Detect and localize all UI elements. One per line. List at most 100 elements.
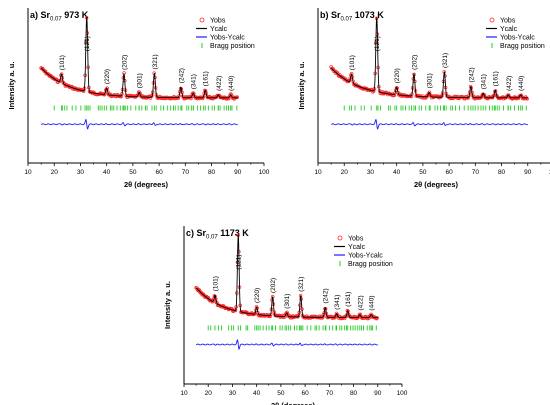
bragg-series <box>343 105 527 111</box>
y-axis-title: Intensity a. u. <box>297 62 306 110</box>
peak-label: (101) <box>212 276 219 291</box>
x-tick-label: 60 <box>155 169 163 176</box>
yobs-point <box>126 93 131 98</box>
x-axis-title: 2θ (degrees) <box>124 180 169 189</box>
x-tick-label: 40 <box>103 169 111 176</box>
x-tick-label: 20 <box>205 390 213 397</box>
peak-label: (242) <box>323 288 330 303</box>
difference-line <box>195 339 378 350</box>
yobs-point <box>149 94 153 99</box>
x-tick-label: 30 <box>229 390 237 397</box>
yobs-point <box>286 313 291 318</box>
yobs-point <box>148 94 152 99</box>
x-tick-label: 10 <box>180 390 188 397</box>
peak-label: (440) <box>228 76 235 91</box>
x-tick-label: 80 <box>350 390 358 397</box>
x-axis-title: 2θ (degrees) <box>271 401 316 405</box>
x-tick-label: 90 <box>234 169 242 176</box>
peak-label: (321) <box>298 277 305 292</box>
peak-label: (301) <box>137 73 144 88</box>
yobs-series <box>194 233 379 321</box>
legend-bragg-label: Bragg position <box>500 43 545 50</box>
peak-label: (220) <box>394 68 401 83</box>
y-axis-title: Intensity a. u. <box>163 281 172 329</box>
x-tick-label: 50 <box>419 169 427 176</box>
x-tick-label: 50 <box>129 169 137 176</box>
x-axis-title: 2θ (degrees) <box>414 180 459 189</box>
peak-label: (440) <box>518 76 525 91</box>
x-tick-label: 70 <box>472 169 480 176</box>
xrd-panel-1: 10 20 30 40 50 60 70 80 90 100 2θ (degrees) Intensi… <box>7 8 270 189</box>
peak-label: (301) <box>284 294 291 309</box>
x-tick-label: 20 <box>341 169 349 176</box>
peak-label: (242) <box>178 68 185 83</box>
legend-yobs-label: Yobs <box>348 236 364 243</box>
yobs-point <box>148 96 153 100</box>
peak-label: (121) <box>84 36 91 51</box>
peak-label: (101) <box>349 55 356 70</box>
x-tick-label: 80 <box>498 169 506 176</box>
legend-yobs-marker <box>337 235 343 241</box>
legend-ycalc-label: Ycalc <box>348 244 366 251</box>
legend-yobs-marker <box>199 17 205 23</box>
x-tick-label: 30 <box>367 169 375 176</box>
x-tick-label: 10 <box>314 169 322 176</box>
ycalc-line <box>330 17 528 99</box>
yobs-point <box>186 95 190 99</box>
x-tick-label: 20 <box>51 169 59 176</box>
bragg-series <box>207 325 377 331</box>
peak-label: (242) <box>468 67 475 82</box>
peak-label: (422) <box>506 76 513 91</box>
legend-diff-label: Yobs-Ycalc <box>500 35 535 42</box>
x-tick-label: 40 <box>393 169 401 176</box>
legend-ycalc-label: Ycalc <box>500 26 518 33</box>
peak-label: (422) <box>216 76 223 91</box>
ycalc-line <box>40 17 238 99</box>
x-tick-label: 100 <box>259 169 270 176</box>
peak-label: (161) <box>203 71 210 86</box>
x-tick-label: 80 <box>208 169 216 176</box>
x-tick-label: 100 <box>397 390 408 397</box>
y-axis-title: Intensity a. u. <box>7 62 16 110</box>
peak-label: (301) <box>427 73 434 88</box>
x-tick-label: 60 <box>301 390 309 397</box>
peak-label: (341) <box>334 295 341 310</box>
xrd-panel-2: 10 20 30 40 50 60 70 80 90 100 2θ (degrees) Intensi… <box>297 8 550 189</box>
ycalc-line <box>195 235 378 319</box>
legend-diff-label: Yobs-Ycalc <box>210 35 245 42</box>
panel-title: c) Sr0.07 1173 K <box>186 228 249 241</box>
x-tick-label: 100 <box>549 169 550 176</box>
yobs-point <box>208 96 213 101</box>
peak-label: (161) <box>345 292 352 307</box>
xrd-panel-3: 10 20 30 40 50 60 70 80 90 100 2θ (degrees) Intensi… <box>163 226 408 405</box>
x-tick-label: 30 <box>77 169 85 176</box>
x-tick-label: 60 <box>445 169 453 176</box>
legend-diff-label: Yobs-Ycalc <box>348 253 383 260</box>
peak-label: (121) <box>236 254 243 269</box>
peak-label: (422) <box>357 295 364 310</box>
x-tick-label: 70 <box>326 390 334 397</box>
peak-label: (341) <box>191 74 198 89</box>
peak-label: (101) <box>59 55 66 70</box>
peak-label: (321) <box>442 53 449 68</box>
yobs-point <box>344 314 348 319</box>
yobs-point <box>321 314 325 319</box>
legend-bragg-label: Bragg position <box>348 261 393 268</box>
yobs-point <box>235 95 239 99</box>
difference-line <box>330 118 528 130</box>
x-tick-label: 70 <box>182 169 190 176</box>
panel-title: a) Sr0.07 973 K <box>30 10 89 23</box>
peak-label: (121) <box>374 36 381 51</box>
x-tick-label: 90 <box>524 169 532 176</box>
yobs-point <box>465 96 470 100</box>
x-tick-label: 90 <box>374 390 382 397</box>
yobs-point <box>195 288 200 292</box>
yobs-point <box>429 94 433 98</box>
peak-label: (220) <box>254 288 261 303</box>
peak-label: (202) <box>121 55 128 70</box>
bragg-series <box>53 105 238 111</box>
